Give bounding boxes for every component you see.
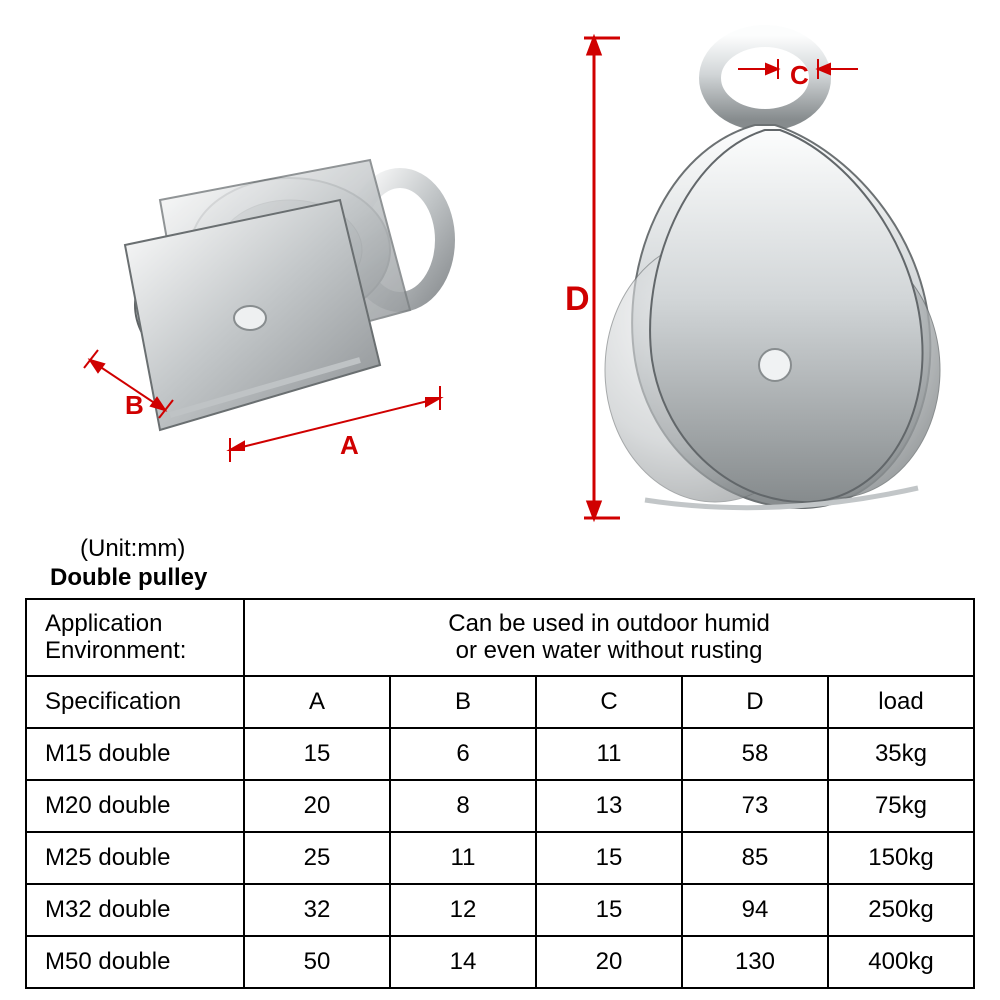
cell-c: 15: [536, 884, 682, 936]
cell-load: 150kg: [828, 832, 974, 884]
table-row: M25 double 25 11 15 85 150kg: [26, 832, 974, 884]
application-label-line1: Application: [45, 610, 162, 637]
cell-spec: M50 double: [26, 936, 244, 988]
cell-d: 94: [682, 884, 828, 936]
cell-a: 25: [244, 832, 390, 884]
cell-d: 130: [682, 936, 828, 988]
table-row: M50 double 50 14 20 130 400kg: [26, 936, 974, 988]
col-d-header: D: [682, 676, 828, 728]
cell-c: 11: [536, 728, 682, 780]
cell-d: 58: [682, 728, 828, 780]
cell-load: 400kg: [828, 936, 974, 988]
cell-a: 15: [244, 728, 390, 780]
table-row: M20 double 20 8 13 73 75kg: [26, 780, 974, 832]
col-a-header: A: [244, 676, 390, 728]
product-title: Double pulley: [50, 564, 1000, 593]
dimension-d-label: D: [565, 280, 590, 319]
dimension-a-label: A: [340, 430, 359, 461]
cell-b: 12: [390, 884, 536, 936]
cell-spec: M15 double: [26, 728, 244, 780]
col-spec-header: Specification: [26, 676, 244, 728]
application-value-line1: Can be used in outdoor humid: [448, 610, 770, 637]
table-header-block: (Unit:mm) Double pulley: [50, 535, 1000, 593]
table-row-application: Application Environment: Can be used in …: [26, 599, 974, 676]
application-value-line2: or even water without rusting: [456, 637, 763, 664]
cell-load: 75kg: [828, 780, 974, 832]
cell-c: 15: [536, 832, 682, 884]
col-load-header: load: [828, 676, 974, 728]
spec-table: Application Environment: Can be used in …: [25, 598, 975, 989]
col-c-header: C: [536, 676, 682, 728]
cell-spec: M25 double: [26, 832, 244, 884]
cell-a: 20: [244, 780, 390, 832]
unit-label: (Unit:mm): [80, 535, 1000, 564]
cell-spec: M20 double: [26, 780, 244, 832]
table-row: M32 double 32 12 15 94 250kg: [26, 884, 974, 936]
cell-spec: M32 double: [26, 884, 244, 936]
cell-b: 6: [390, 728, 536, 780]
cell-load: 35kg: [828, 728, 974, 780]
cell-a: 32: [244, 884, 390, 936]
dimension-b-label: B: [125, 390, 144, 421]
dimension-a-line: [210, 390, 460, 480]
cell-d: 73: [682, 780, 828, 832]
application-label-cell: Application Environment:: [26, 599, 244, 676]
cell-a: 50: [244, 936, 390, 988]
table-row: M15 double 15 6 11 58 35kg: [26, 728, 974, 780]
cell-load: 250kg: [828, 884, 974, 936]
cell-c: 13: [536, 780, 682, 832]
application-value-cell: Can be used in outdoor humid or even wat…: [244, 599, 974, 676]
cell-b: 14: [390, 936, 536, 988]
application-label-line2: Environment:: [45, 637, 186, 664]
cell-b: 11: [390, 832, 536, 884]
table-row-header: Specification A B C D load: [26, 676, 974, 728]
product-diagram-area: A B C D: [0, 0, 1000, 530]
dimension-c-label: C: [790, 60, 809, 91]
col-b-header: B: [390, 676, 536, 728]
cell-c: 20: [536, 936, 682, 988]
cell-b: 8: [390, 780, 536, 832]
cell-d: 85: [682, 832, 828, 884]
